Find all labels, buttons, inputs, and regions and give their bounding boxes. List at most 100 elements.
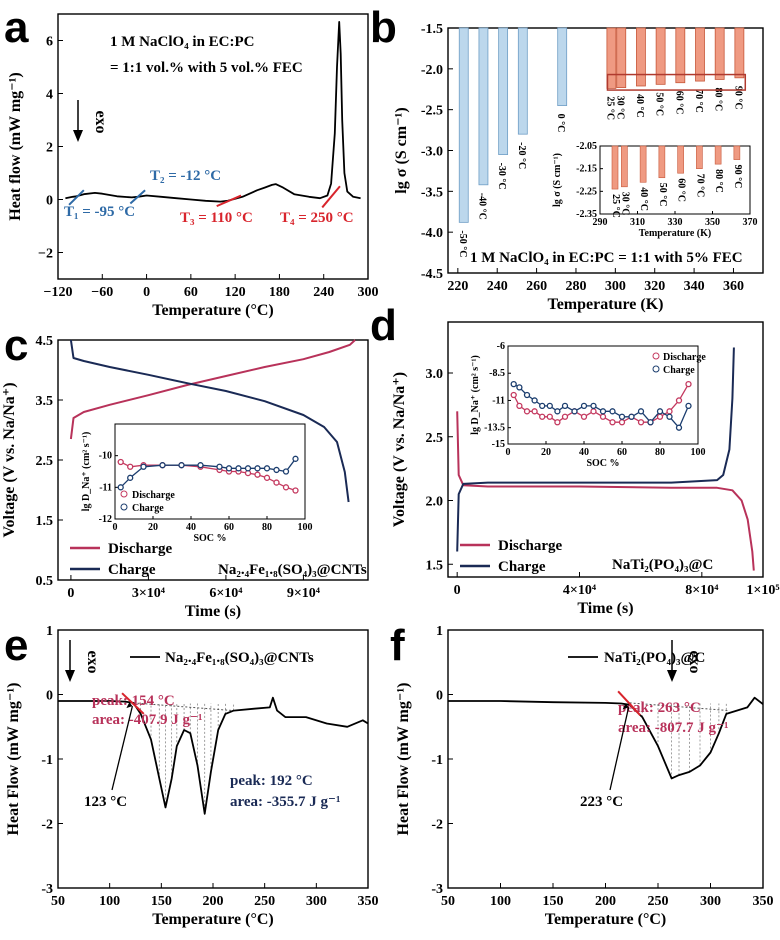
x-tick-label: 330 xyxy=(668,217,683,228)
inset-charge-point xyxy=(273,466,280,474)
exo-label: exo xyxy=(686,650,703,673)
x-tick-label: 1×10⁵ xyxy=(746,583,779,598)
inset-discharge-point xyxy=(546,413,553,420)
y-tick-label: 1.5 xyxy=(36,514,54,529)
charge-curve xyxy=(456,347,735,552)
y-tick-label: 2.5 xyxy=(426,431,444,446)
t1-tangent xyxy=(68,189,85,206)
conductivity-bar xyxy=(734,27,745,79)
x-tick-label: 100 xyxy=(490,894,511,909)
inset-discharge-point xyxy=(127,463,134,470)
y-tick-label: -4.0 xyxy=(421,226,443,241)
plot-frame xyxy=(57,13,369,280)
y-tick-label: 2 xyxy=(46,141,53,156)
y-tick-label: -2 xyxy=(431,818,443,833)
y-tick-label: -2.0 xyxy=(421,63,443,78)
inset-legend-charge-marker xyxy=(652,365,660,373)
x-axis-label: Temperature (K) xyxy=(548,296,664,313)
zoom-highlight-box xyxy=(606,73,747,91)
inset-charge-point xyxy=(599,408,607,415)
bar-temp-label: 80 °C xyxy=(713,87,724,111)
inset-charge-point xyxy=(159,462,166,469)
y-tick-label: 0 xyxy=(436,689,443,704)
y-tick-label: -10 xyxy=(99,451,112,462)
inset-discharge-point xyxy=(618,419,626,426)
inset-charge-point xyxy=(539,402,546,410)
bar-temp-label: 0 °C xyxy=(555,114,566,133)
inset-charge-point xyxy=(117,484,124,491)
inset-charge-point xyxy=(628,413,635,420)
bar-temp-label: 50 °C xyxy=(654,92,665,116)
x-tick-label: 350 xyxy=(705,217,720,228)
inset-charge-point xyxy=(225,465,233,472)
x-tick-label: 50 xyxy=(441,894,455,909)
y-tick-label: 1 xyxy=(436,624,443,639)
inset-charge-point xyxy=(127,474,134,481)
inset-legend-discharge-marker xyxy=(652,352,660,360)
inset-legend-charge: Charge xyxy=(663,365,695,376)
x-tick-label: 40 xyxy=(579,447,589,458)
inset-discharge-point xyxy=(531,408,538,415)
x-tick-label: 60 xyxy=(617,447,627,458)
x-tick-label: 60 xyxy=(184,285,198,300)
panel-f: 50 100 150 200 250 300 350 -3 -2 -1 0 1 Temperature … xyxy=(395,624,774,928)
x-tick-label: 100 xyxy=(298,522,313,533)
x-tick-label: 150 xyxy=(543,894,564,909)
legend-label: Na₂.₄Fe₁.₈(SO₄)₃@CNTs xyxy=(165,650,314,666)
x-axis-label: Temperature (°C) xyxy=(545,911,666,928)
y-tick-label: 3.5 xyxy=(36,394,54,409)
x-tick-label: 300 xyxy=(306,894,327,909)
t3-label: T₃ = 110 °C xyxy=(180,210,253,226)
bar-temp-label: 25 °C xyxy=(604,96,615,120)
y-tick-label: -2.35 xyxy=(576,209,597,220)
x-tick-label: 100 xyxy=(99,894,120,909)
onset-tangent xyxy=(121,692,145,715)
legend-charge-label: Charge xyxy=(108,562,156,578)
x-tick-label: 240 xyxy=(487,279,508,294)
y-tick-label: 2.0 xyxy=(426,495,444,510)
conductivity-bar xyxy=(675,27,686,84)
conductivity-bar xyxy=(636,27,646,87)
onset-pointer xyxy=(111,705,134,791)
inset-discharge-point xyxy=(516,402,523,410)
dsc-curve xyxy=(448,696,764,780)
inset-charge-point xyxy=(554,408,561,415)
onset-label: 123 °C xyxy=(84,794,127,810)
inset-discharge-point xyxy=(685,380,692,388)
inset-charge-point xyxy=(263,465,271,472)
y-axis-label: lg D_Na⁺ (cm² s⁻¹) xyxy=(81,432,92,512)
y-tick-label: -6 xyxy=(497,341,505,352)
inset-charge-point xyxy=(510,380,517,388)
x-tick-label: 290 xyxy=(593,217,608,228)
x-tick-label: 0 xyxy=(113,522,118,533)
x-tick-label: 0 xyxy=(454,583,461,598)
bar-temp-label: 90 °C xyxy=(732,86,743,110)
y-tick-label: 0 xyxy=(46,689,53,704)
bar-temp-label: -30 °C xyxy=(496,163,507,190)
plot-frame xyxy=(447,629,764,889)
dsc-curve xyxy=(58,696,369,815)
x-tick-label: 220 xyxy=(447,279,468,294)
conductivity-bar xyxy=(557,27,568,106)
y-tick-label: 1.5 xyxy=(426,558,444,573)
x-tick-label: 310 xyxy=(630,217,645,228)
y-axis-label: lg σ (S cm⁻¹) xyxy=(393,107,410,193)
area-label: area: -807.7 J g⁻¹ xyxy=(618,720,728,736)
inset-bar xyxy=(639,145,647,183)
x-tick-label: 80 xyxy=(262,522,272,533)
inset-bar xyxy=(714,145,722,165)
bar-temp-label: 70 °C xyxy=(693,89,704,113)
x-tick-label: 350 xyxy=(753,894,774,909)
y-tick-label: -4.5 xyxy=(421,267,443,282)
inset-discharge-point xyxy=(273,479,280,486)
inset-charge-point xyxy=(254,465,261,472)
baseline xyxy=(629,702,730,712)
plot-frame xyxy=(507,345,699,445)
inset-discharge-point xyxy=(539,413,546,420)
x-tick-label: 100 xyxy=(691,447,706,458)
x-tick-label: 360 xyxy=(723,279,744,294)
inset-bar-label: 80 °C xyxy=(713,169,724,193)
x-tick-label: 180 xyxy=(269,285,290,300)
y-axis-label: lg D_Na⁺ (cm² s⁻¹) xyxy=(470,355,481,435)
bar-temp-label: 60 °C xyxy=(673,91,684,115)
